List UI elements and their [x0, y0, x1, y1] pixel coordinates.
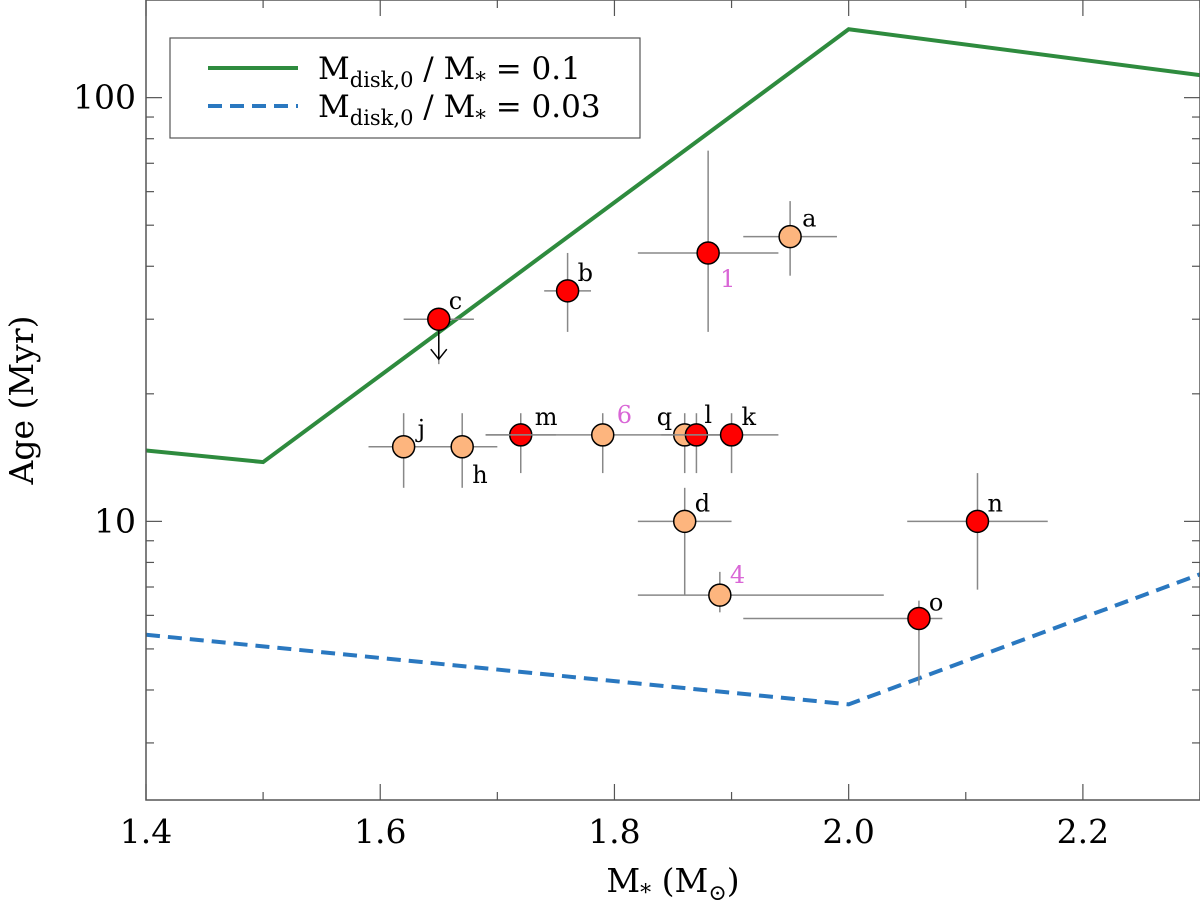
legend-label-part: disk,0	[350, 68, 414, 92]
data-point-1: 1	[637, 150, 779, 332]
point-marker	[427, 307, 451, 331]
legend-label-part: disk,0	[350, 106, 414, 130]
curve-disk-mass-0.03	[146, 572, 1200, 707]
data-point-d: d	[637, 487, 732, 596]
point-label: 1	[720, 265, 735, 293]
legend-label-part: = 0.03	[486, 89, 601, 125]
legend-label-part: / M	[413, 51, 475, 87]
point-marker	[907, 606, 931, 631]
data-point-j: j	[368, 413, 439, 488]
legend-label-part: / M	[413, 89, 475, 125]
legend-label-part: *	[475, 106, 486, 130]
data-point-n: n	[907, 473, 1048, 590]
point-label: 4	[730, 561, 745, 589]
curve-disk-mass-0.1	[146, 27, 1200, 465]
data-point-a: a	[743, 201, 837, 276]
axis-labels: Age (Myr) M* (M⊙)	[2, 316, 740, 906]
legend-label-part: = 0.1	[486, 51, 581, 87]
x-axis-label-part: *	[640, 881, 651, 906]
point-label: k	[742, 403, 757, 431]
point-label: b	[578, 259, 593, 287]
y-tick-label: 10	[94, 501, 136, 540]
data-point-o: o	[743, 588, 943, 686]
point-marker	[696, 241, 720, 265]
legend-label: Mdisk,0 / M* = 0.03	[318, 89, 601, 130]
point-marker	[778, 224, 802, 249]
data-point-c: c	[403, 287, 474, 365]
point-marker	[672, 509, 697, 534]
point-label: n	[987, 489, 1002, 517]
point-label: h	[472, 461, 487, 489]
data-point-k: k	[684, 403, 779, 474]
data-point-b: b	[544, 252, 593, 332]
data-points: a b c 1 j h m 6 q l k d 4 n o	[368, 150, 1048, 686]
axis-ticks: 1.4 1.6 1.8 2.0 2.2 10 100	[73, 0, 1200, 851]
point-label: c	[449, 287, 462, 315]
x-axis-label-part: M	[606, 861, 640, 900]
legend-label-part: *	[475, 68, 486, 92]
legend-box	[169, 37, 641, 139]
x-axis-label-part: (M	[651, 861, 708, 900]
point-label: q	[657, 403, 672, 431]
model-curves	[146, 27, 1200, 707]
legend-label-part: M	[318, 51, 350, 87]
point-label: o	[929, 588, 943, 616]
point-label: j	[415, 415, 425, 443]
plot-frame	[145, 0, 1200, 801]
point-marker	[391, 435, 416, 459]
point-marker	[450, 435, 474, 459]
point-marker	[719, 423, 744, 447]
x-tick-label: 1.6	[354, 812, 406, 851]
y-tick-label: 100	[73, 78, 136, 117]
point-label: 6	[617, 401, 632, 429]
data-point-4: 4	[637, 561, 884, 613]
data-point-h: h	[427, 413, 498, 489]
point-label: a	[802, 205, 816, 233]
x-tick-label: 1.8	[588, 812, 640, 851]
point-marker	[965, 509, 990, 534]
point-marker	[555, 279, 580, 303]
x-axis-label-part: ⊙	[708, 881, 726, 906]
point-label: d	[695, 489, 710, 517]
x-axis-label: M* (M⊙)	[606, 861, 739, 906]
point-label: l	[704, 401, 712, 429]
x-axis-label-part: )	[727, 861, 740, 900]
x-tick-label: 1.4	[120, 812, 172, 851]
x-tick-label: 2.0	[822, 812, 874, 851]
upper-limit-arrowhead	[430, 348, 448, 361]
data-point-m: m	[485, 403, 558, 474]
point-label: m	[535, 403, 558, 431]
legend-label: Mdisk,0 / M* = 0.1	[318, 51, 581, 92]
point-marker	[590, 423, 615, 447]
x-tick-label: 2.2	[1057, 812, 1109, 851]
y-axis-label: Age (Myr)	[2, 316, 41, 486]
legend-label-part: M	[318, 89, 350, 125]
point-marker	[708, 583, 732, 607]
